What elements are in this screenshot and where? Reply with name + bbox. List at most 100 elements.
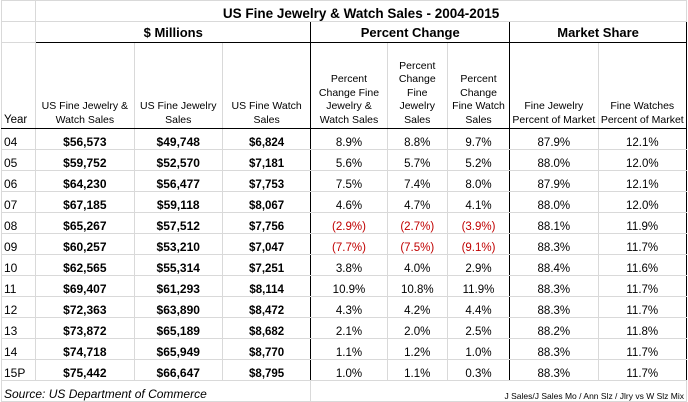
table-row: 13 $73,872 $65,189 $8,682 2.1% 2.0% 2.5% 88.2% 1… bbox=[0, 317, 688, 339]
cell-j-sales: $66,647 bbox=[133, 359, 223, 381]
column-header-pc-j: Percent Change Fine Jewelry Sales bbox=[386, 42, 448, 129]
sheet-path-note: J Sales/J Sales Mo / Ann Slz / Jlry vs W… bbox=[310, 380, 687, 402]
cell-ms-j: 88.3% bbox=[509, 338, 599, 360]
cell-year: 09 bbox=[0, 233, 37, 255]
cell-w-sales: $8,067 bbox=[221, 191, 312, 213]
table-row: 07 $67,185 $59,118 $8,067 4.6% 4.7% 4.1% 88.0% 1… bbox=[0, 191, 688, 213]
table-row: 09 $60,257 $53,210 $7,047 (7.7%) (7.5%) (9.1%)… bbox=[0, 233, 688, 255]
cell-ms-w: 11.7% bbox=[597, 296, 688, 318]
cell-jw-sales: $59,752 bbox=[35, 149, 135, 171]
cell-w-sales: $7,251 bbox=[221, 254, 312, 276]
cell-year: 05 bbox=[0, 149, 37, 171]
cell-j-sales: $52,570 bbox=[133, 149, 223, 171]
cell-ms-j: 88.2% bbox=[509, 317, 599, 339]
cell-w-sales: $7,047 bbox=[221, 233, 312, 255]
cell-pc-j: 1.2% bbox=[386, 338, 448, 360]
cell-jw-sales: $74,718 bbox=[35, 338, 135, 360]
cell-w-sales: $8,770 bbox=[221, 338, 312, 360]
cell-jw-sales: $67,185 bbox=[35, 191, 135, 213]
cell-pc-w: 1.0% bbox=[446, 338, 511, 360]
cell-pc-jw: (7.7%) bbox=[310, 233, 388, 255]
cell-jw-sales: $64,230 bbox=[35, 170, 135, 192]
table-row: 12 $72,363 $63,890 $8,472 4.3% 4.2% 4.4% 88.3% 1… bbox=[0, 296, 688, 318]
table-title: US Fine Jewelry & Watch Sales - 2004-201… bbox=[35, 0, 687, 22]
cell-pc-j: (2.7%) bbox=[386, 212, 448, 234]
cell-year: 11 bbox=[0, 275, 37, 297]
cell-year: 07 bbox=[0, 191, 37, 213]
cell-ms-j: 88.0% bbox=[509, 149, 599, 171]
cell-ms-j: 88.4% bbox=[509, 254, 599, 276]
cell-pc-jw: 3.8% bbox=[310, 254, 388, 276]
cell-year: 08 bbox=[0, 212, 37, 234]
cell-pc-jw: 7.5% bbox=[310, 170, 388, 192]
cell-w-sales: $8,472 bbox=[221, 296, 312, 318]
cell-j-sales: $57,512 bbox=[133, 212, 223, 234]
cell-ms-w: 11.7% bbox=[597, 338, 688, 360]
cell-year: 04 bbox=[0, 128, 37, 150]
group-header-millions: $ Millions bbox=[35, 21, 312, 43]
cell-pc-jw: 5.6% bbox=[310, 149, 388, 171]
cell-jw-sales: $56,573 bbox=[35, 128, 135, 150]
cell-ms-j: 88.1% bbox=[509, 212, 599, 234]
cell-pc-w: 5.2% bbox=[446, 149, 511, 171]
corner-cell bbox=[0, 0, 37, 22]
group-header-market-share: Market Share bbox=[509, 21, 687, 43]
column-header-jw-sales: US Fine Jewelry & Watch Sales bbox=[35, 42, 135, 129]
cell-ms-w: 12.0% bbox=[597, 191, 688, 213]
cell-pc-j: 4.2% bbox=[386, 296, 448, 318]
cell-pc-j: (7.5%) bbox=[386, 233, 448, 255]
cell-ms-w: 12.1% bbox=[597, 128, 688, 150]
cell-w-sales: $7,756 bbox=[221, 212, 312, 234]
table-row: 11 $69,407 $61,293 $8,114 10.9% 10.8% 11.9% 88.… bbox=[0, 275, 688, 297]
cell-pc-j: 10.8% bbox=[386, 275, 448, 297]
cell-pc-w: 11.9% bbox=[446, 275, 511, 297]
cell-pc-jw: (2.9%) bbox=[310, 212, 388, 234]
column-header-pc-jw: Percent Change Fine Jewelry & Watch Sale… bbox=[310, 42, 388, 129]
cell-pc-w: 9.7% bbox=[446, 128, 511, 150]
cell-w-sales: $8,682 bbox=[221, 317, 312, 339]
cell-pc-w: 2.5% bbox=[446, 317, 511, 339]
blank-group-cell bbox=[0, 21, 37, 43]
cell-j-sales: $61,293 bbox=[133, 275, 223, 297]
cell-j-sales: $63,890 bbox=[133, 296, 223, 318]
cell-jw-sales: $73,872 bbox=[35, 317, 135, 339]
cell-ms-w: 12.1% bbox=[597, 170, 688, 192]
table-row: 05 $59,752 $52,570 $7,181 5.6% 5.7% 5.2% 88.0% 1… bbox=[0, 149, 688, 171]
cell-pc-j: 2.0% bbox=[386, 317, 448, 339]
cell-pc-j: 7.4% bbox=[386, 170, 448, 192]
cell-year: 10 bbox=[0, 254, 37, 276]
cell-ms-w: 11.8% bbox=[597, 317, 688, 339]
cell-pc-j: 4.7% bbox=[386, 191, 448, 213]
cell-ms-j: 88.0% bbox=[509, 191, 599, 213]
cell-j-sales: $53,210 bbox=[133, 233, 223, 255]
cell-j-sales: $55,314 bbox=[133, 254, 223, 276]
cell-pc-w: (3.9%) bbox=[446, 212, 511, 234]
table-row: 15P $75,442 $66,647 $8,795 1.0% 1.1% 0.3% 88.3%… bbox=[0, 359, 688, 381]
cell-j-sales: $56,477 bbox=[133, 170, 223, 192]
cell-pc-jw: 4.3% bbox=[310, 296, 388, 318]
cell-jw-sales: $75,442 bbox=[35, 359, 135, 381]
cell-ms-w: 11.7% bbox=[597, 275, 688, 297]
cell-ms-w: 12.0% bbox=[597, 149, 688, 171]
table-row: 08 $65,267 $57,512 $7,756 (2.9%) (2.7%) (3.9%)… bbox=[0, 212, 688, 234]
cell-ms-w: 11.6% bbox=[597, 254, 688, 276]
footer-row: Source: US Department of Commerce J Sales… bbox=[0, 380, 687, 402]
cell-ms-j: 88.3% bbox=[509, 233, 599, 255]
cell-pc-w: 4.4% bbox=[446, 296, 511, 318]
cell-pc-w: 0.3% bbox=[446, 359, 511, 381]
cell-pc-jw: 8.9% bbox=[310, 128, 388, 150]
cell-ms-j: 87.9% bbox=[509, 128, 599, 150]
cell-pc-w: 2.9% bbox=[446, 254, 511, 276]
cell-pc-j: 8.8% bbox=[386, 128, 448, 150]
source-note: Source: US Department of Commerce bbox=[0, 380, 312, 402]
cell-w-sales: $8,795 bbox=[221, 359, 312, 381]
column-header-pc-w: Percent Change Fine Watch Sales bbox=[446, 42, 511, 129]
cell-pc-w: 8.0% bbox=[446, 170, 511, 192]
cell-ms-w: 11.7% bbox=[597, 359, 688, 381]
cell-pc-jw: 1.0% bbox=[310, 359, 388, 381]
group-header-percent-change: Percent Change bbox=[310, 21, 511, 43]
cell-ms-j: 88.3% bbox=[509, 296, 599, 318]
table-row: 04 $56,573 $49,748 $6,824 8.9% 8.8% 9.7% 87.9% 1… bbox=[0, 128, 688, 150]
cell-ms-j: 87.9% bbox=[509, 170, 599, 192]
